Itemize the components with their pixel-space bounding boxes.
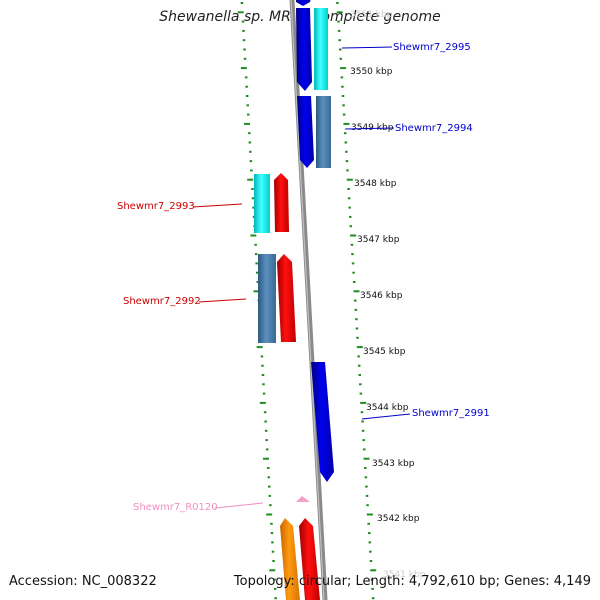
gene-label-2993[interactable]: Shewmr7_2993 — [117, 201, 195, 212]
gene-shewmr7-2992[interactable] — [277, 254, 296, 342]
orange-feature-bottom — [280, 518, 300, 600]
gene-block-top — [296, 0, 311, 6]
tick-label: 3548 kbp — [354, 179, 397, 189]
gene-shewmr7-2995[interactable] — [296, 8, 312, 91]
accession-label: Accession: NC_008322 — [9, 574, 157, 589]
tick-label: 3545 kbp — [363, 347, 406, 357]
tick-label: 3541 kbp — [383, 570, 426, 580]
rna-shewmr7-r0120[interactable] — [296, 496, 310, 502]
gene-label-r0120[interactable]: Shewmr7_R0120 — [133, 502, 218, 513]
callout-line-2995 — [341, 46, 393, 49]
gene-shewmr7-2994[interactable] — [297, 96, 314, 168]
tick-label: 3551 kbp — [350, 10, 393, 20]
tick-label: 3543 kbp — [372, 459, 415, 469]
gene-shewmr7-2991[interactable] — [311, 362, 334, 482]
callout-line-2993 — [192, 203, 243, 208]
callout-line-2992 — [198, 298, 247, 303]
cyan-feature-2995 — [314, 8, 328, 90]
gene-label-2991[interactable]: Shewmr7_2991 — [412, 408, 490, 419]
gene-label-2994[interactable]: Shewmr7_2994 — [395, 123, 473, 134]
tick-label: 3550 kbp — [350, 67, 393, 77]
steelblue-feature-2992 — [258, 254, 276, 343]
cyan-feature-2993 — [254, 174, 270, 233]
gene-label-2995[interactable]: Shewmr7_2995 — [393, 42, 471, 53]
tick-label: 3544 kbp — [366, 403, 409, 413]
gene-shewmr7-2993[interactable] — [274, 173, 289, 232]
map-title-part-1: Shewanella sp. MR- — [159, 9, 296, 25]
steelblue-feature-2994 — [316, 96, 331, 168]
callout-line-r0120 — [214, 502, 264, 509]
topology-label: Topology: circular; Length: 4,792,610 bp… — [233, 574, 591, 589]
callout-line-2994 — [344, 127, 395, 130]
callout-line-2991 — [361, 413, 411, 420]
genome-backbone-highlight — [290, 0, 325, 600]
gene-label-2992[interactable]: Shewmr7_2992 — [123, 296, 201, 307]
scale-labels: 3551 kbp 3550 kbp 3549 kbp 3548 kbp 3547… — [350, 10, 426, 580]
red-feature-bottom — [299, 518, 320, 600]
tick-label: 3546 kbp — [360, 291, 403, 301]
tick-marks — [237, 2, 377, 600]
tick-label: 3547 kbp — [357, 235, 400, 245]
tick-label: 3542 kbp — [377, 514, 420, 524]
